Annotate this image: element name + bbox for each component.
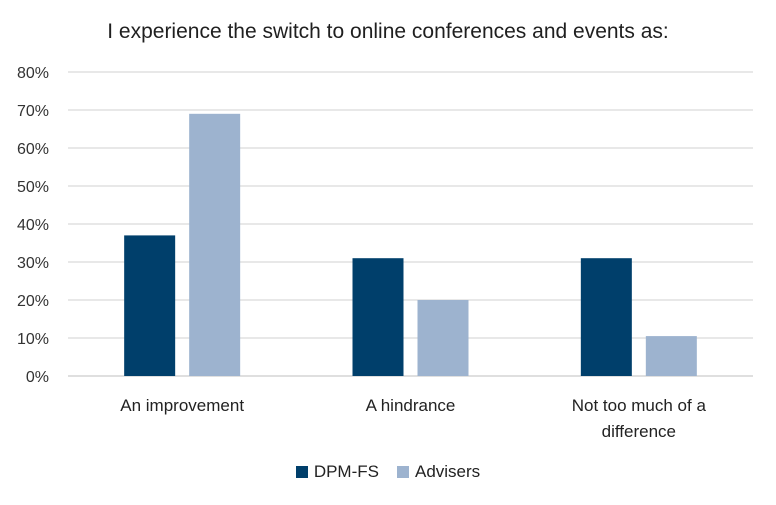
bar-dpm-fs-0 [124, 235, 176, 376]
bar-advisers-2 [645, 336, 697, 376]
x-category-label-2-line-1: difference [602, 422, 676, 441]
y-tick-label-80: 80% [17, 65, 49, 82]
x-category-label-1: A hindrance [366, 396, 456, 415]
legend-item-advisers: Advisers [396, 462, 481, 482]
y-tick-label-60: 60% [17, 141, 49, 158]
y-tick-label-10: 10% [17, 331, 49, 348]
bar-dpm-fs-1 [352, 258, 404, 376]
legend: DPM-FS Advisers [0, 462, 776, 482]
legend-swatch-advisers [396, 466, 409, 478]
legend-label-advisers: Advisers [414, 462, 481, 481]
y-tick-label-0: 0% [26, 369, 49, 386]
bar-dpm-fs-2 [580, 258, 632, 376]
legend-item-dpm-fs: DPM-FS [295, 462, 379, 482]
y-tick-label-30: 30% [17, 255, 49, 272]
legend-swatch-dpm-fs [295, 466, 308, 478]
y-tick-label-50: 50% [17, 179, 49, 196]
chart-title: I experience the switch to online confer… [107, 20, 669, 43]
legend-label-dpm-fs: DPM-FS [313, 462, 379, 481]
bar-chart: 0% 10% 20% 30% 40% 50% 60% 70% 80% An improvement… [17, 65, 753, 441]
bar-advisers-0 [189, 113, 241, 377]
x-category-label-0: An improvement [120, 396, 244, 415]
y-tick-label-40: 40% [17, 217, 49, 234]
y-tick-label-20: 20% [17, 293, 49, 310]
y-tick-label-70: 70% [17, 103, 49, 120]
bar-advisers-1 [417, 300, 469, 376]
x-category-label-2-line-0: Not too much of a [572, 396, 707, 415]
